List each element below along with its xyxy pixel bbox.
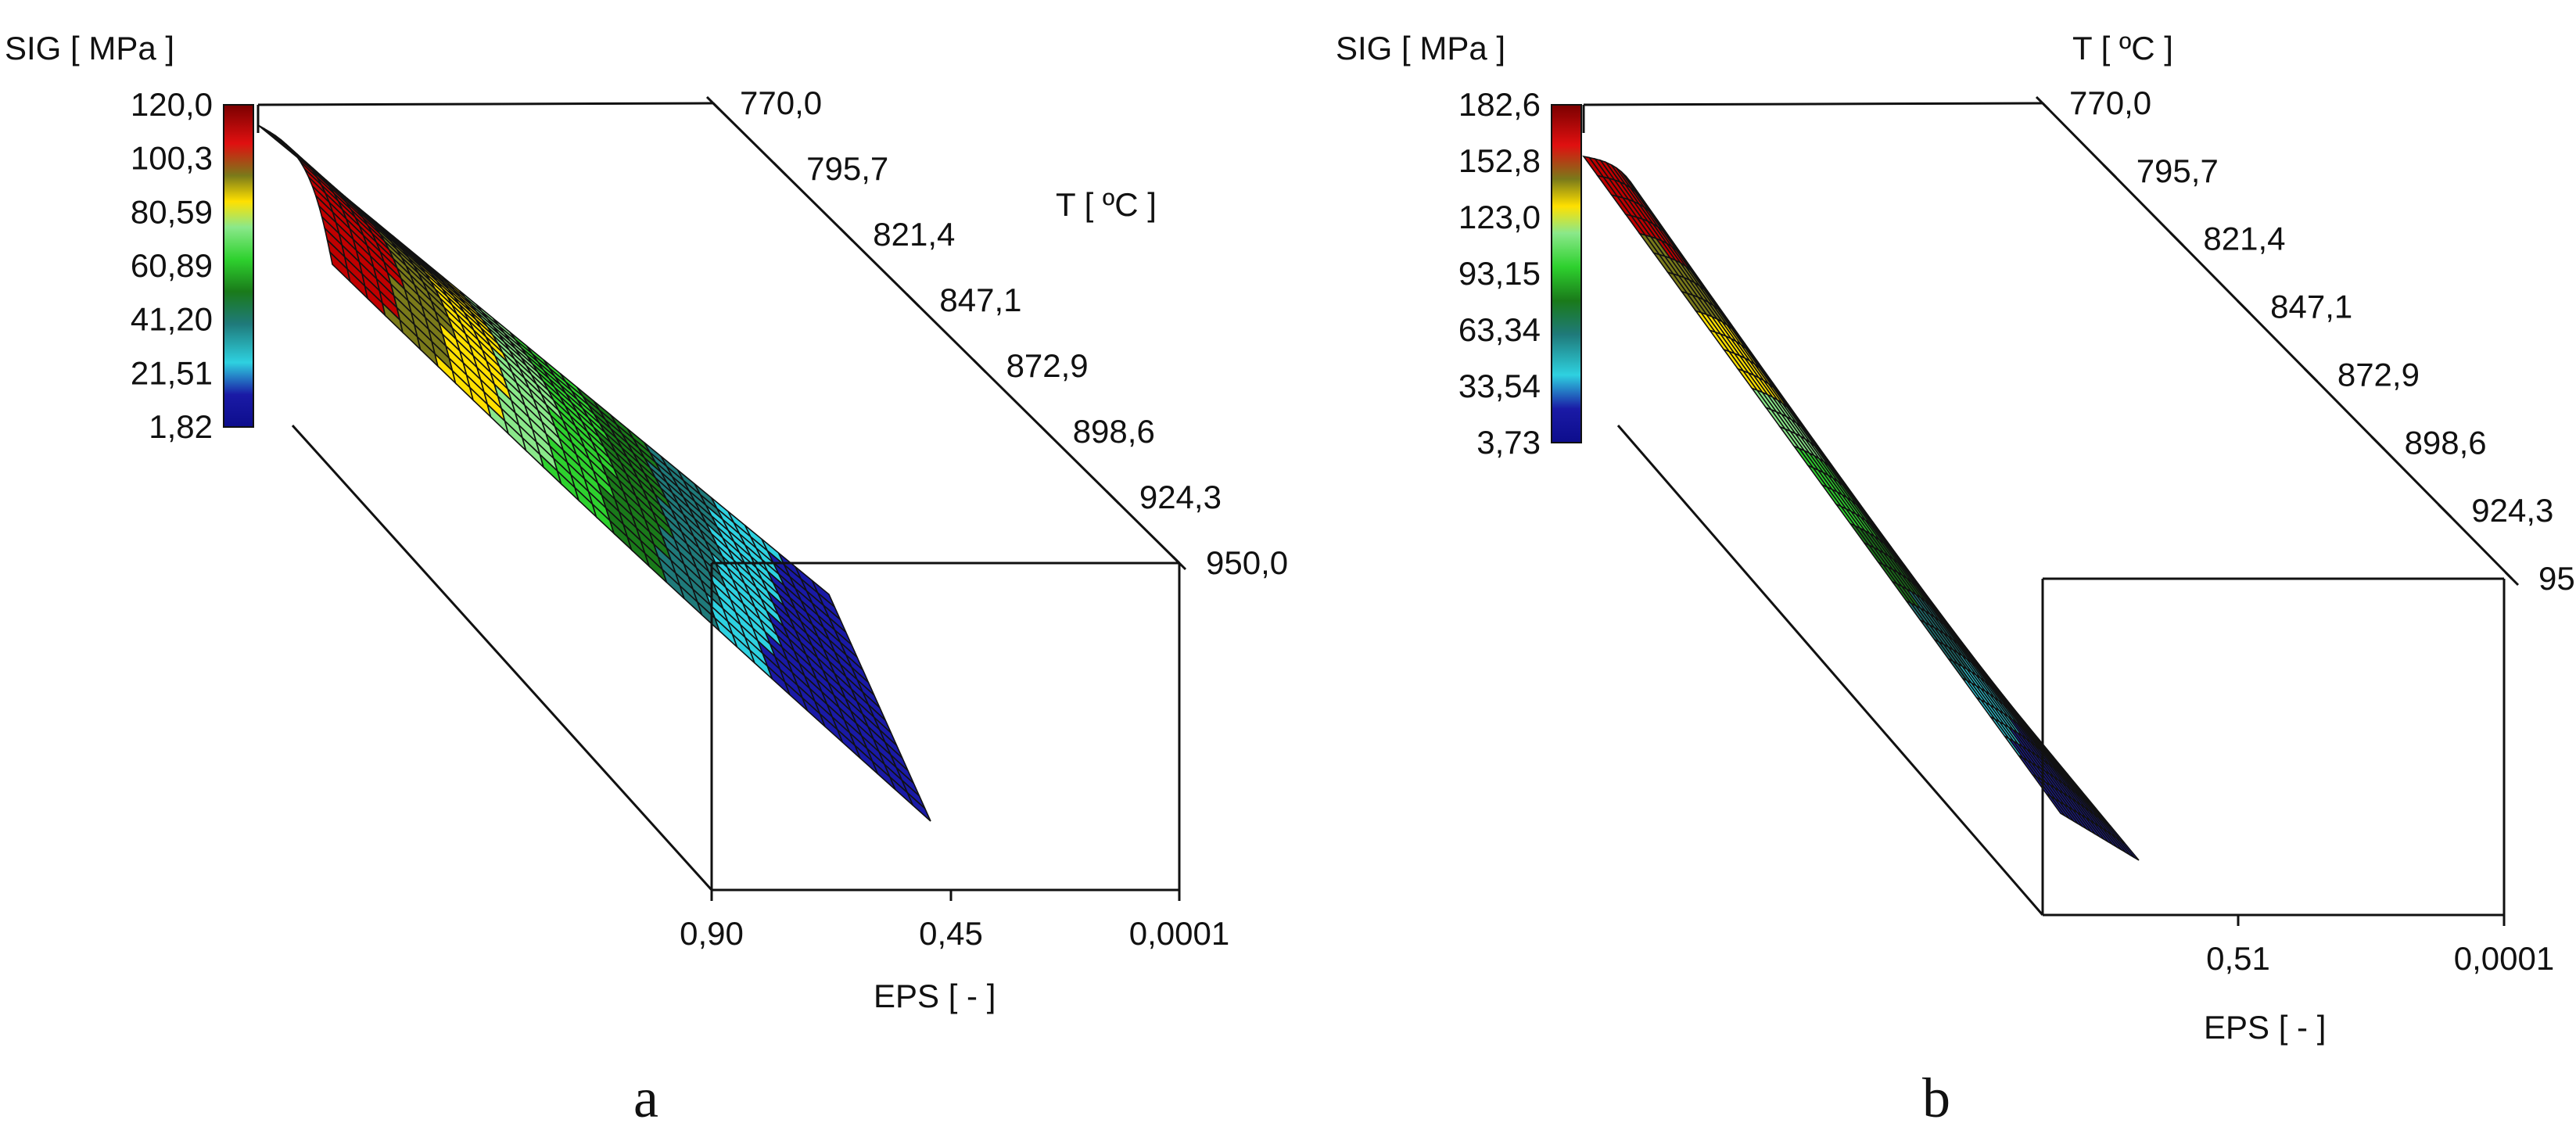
- eps-tick-label: 0,0001: [1129, 915, 1229, 952]
- panel-label: a: [633, 1067, 658, 1129]
- colorbar-tick-label: 21,51: [131, 354, 213, 391]
- z-axis-label: SIG [ MPa ]: [1336, 30, 1505, 66]
- surface: [1582, 155, 2140, 861]
- t-tick-mark: [906, 292, 920, 308]
- t-axis-ticks: 770,0 795,7 821,4 847,1 872,9 898,6 924,3 950,0: [705, 84, 1288, 581]
- colorbar-tick-label: 120,0: [131, 86, 213, 123]
- t-tick-label: 847,1: [939, 282, 1021, 318]
- t-tick-mark: [1039, 424, 1053, 440]
- colorbar-tick-label: 123,0: [1458, 199, 1541, 235]
- box-edge: [1616, 425, 2044, 916]
- panel-label: b: [1922, 1067, 1950, 1129]
- t-tick-label: 847,1: [2270, 289, 2352, 325]
- eps-tick-label: 0,0001: [2454, 940, 2554, 977]
- colorbar-tick-label: 63,34: [1458, 311, 1541, 348]
- t-tick-label: 821,4: [2203, 221, 2285, 257]
- surface-cell: [906, 792, 931, 822]
- eps-tick-label: 0,45: [919, 915, 983, 952]
- t-tick-mark: [705, 95, 721, 111]
- colorbar-tick-label: 3,73: [1476, 424, 1541, 461]
- colorbar: [223, 104, 254, 428]
- colorbar-tick-label: 1,82: [149, 408, 213, 445]
- eps-axis-ticks: 0,51 0,0001: [2206, 915, 2554, 977]
- t-tick-mark: [2438, 504, 2452, 518]
- box-edge: [291, 424, 713, 892]
- surface-cell: [2119, 839, 2140, 861]
- eps-axis-ticks: 0,90 0,45 0,0001: [680, 890, 1229, 952]
- colorbar-tick-label: 60,89: [131, 247, 213, 284]
- colorbar-tick-label: 33,54: [1458, 368, 1541, 404]
- t-tick-label: 924,3: [2471, 492, 2553, 529]
- t-axis-label: T [ ºC ]: [1056, 186, 1157, 223]
- colorbar-tick-label: 80,59: [131, 193, 213, 230]
- t-tick-mark: [1105, 490, 1120, 505]
- t-axis-label: T [ ºC ]: [2072, 30, 2173, 66]
- t-tick-mark: [972, 358, 987, 374]
- t-tick-mark: [2504, 571, 2520, 587]
- t-tick-mark: [2035, 95, 2050, 111]
- eps-tick-label: 0,51: [2206, 940, 2270, 977]
- colorbar: [1551, 104, 1582, 443]
- panel-b: SIG [ MPa ] T [ ºC ] EPS [ - ] b 182,6 15…: [1336, 30, 2575, 1129]
- eps-tick-label: 0,90: [680, 915, 744, 952]
- t-tick-label: 872,9: [1006, 347, 1089, 384]
- t-tick-mark: [773, 161, 788, 177]
- t-tick-label: 898,6: [2405, 424, 2487, 461]
- t-tick-mark: [1171, 555, 1187, 571]
- z-axis-label: SIG [ MPa ]: [5, 30, 174, 66]
- surface: [257, 124, 931, 822]
- colorbar-tick-label: 100,3: [131, 140, 213, 177]
- box-edge: [257, 102, 714, 106]
- colorbar-tick-label: 182,6: [1458, 86, 1541, 123]
- box-edge: [712, 102, 1181, 565]
- eps-axis-label: EPS [ - ]: [874, 978, 996, 1014]
- box-edge: [1583, 102, 2043, 106]
- t-tick-label: 950,0: [1206, 544, 1288, 581]
- t-tick-label: 872,9: [2337, 356, 2420, 393]
- colorbar-tick-label: 152,8: [1458, 142, 1541, 179]
- t-tick-label: 898,6: [1073, 413, 1155, 450]
- t-tick-mark: [2169, 231, 2184, 246]
- t-tick-label: 795,7: [806, 150, 888, 187]
- t-tick-label: 770,0: [740, 84, 822, 121]
- t-tick-mark: [2102, 163, 2117, 178]
- colorbar-ticks: 182,6 152,8 123,0 93,15 63,34 33,54 3,73: [1458, 86, 1541, 461]
- colorbar-ticks: 120,0 100,3 80,59 60,89 41,20 21,51 1,82: [131, 86, 213, 445]
- t-tick-label: 821,4: [873, 216, 955, 253]
- t-tick-label: 795,7: [2137, 152, 2219, 189]
- bounding-box: [257, 102, 1181, 892]
- colorbar-tick-label: 41,20: [131, 301, 213, 338]
- t-tick-label: 924,3: [1139, 479, 1222, 515]
- t-tick-mark: [839, 227, 854, 242]
- t-tick-mark: [2370, 436, 2385, 450]
- t-tick-mark: [2237, 300, 2251, 314]
- box-edge: [2041, 102, 2513, 580]
- panel-a: SIG [ MPa ] T [ ºC ] EPS [ - ] a 120,0 10…: [5, 30, 1288, 1129]
- t-tick-mark: [2303, 368, 2318, 382]
- t-tick-label: 770,0: [2069, 84, 2151, 121]
- eps-axis-label: EPS [ - ]: [2204, 1009, 2326, 1046]
- colorbar-tick-label: 93,15: [1458, 255, 1541, 292]
- t-axis-ticks: 770,0 795,7 821,4 847,1 872,9 898,6 924,3 95: [2035, 84, 2575, 597]
- bounding-box: [1582, 102, 2513, 917]
- t-tick-label: 95: [2538, 560, 2575, 597]
